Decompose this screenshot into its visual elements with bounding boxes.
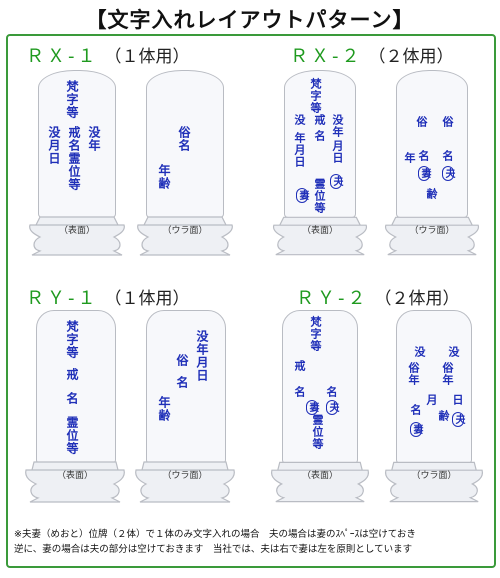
rx2-back-col1b: 名 bbox=[441, 150, 454, 162]
ry1-back-face-label: （ウラ面） bbox=[162, 471, 208, 481]
ry1-back-col2: 俗名 bbox=[175, 354, 189, 398]
rx2-back-wife-mark: 妻 bbox=[418, 166, 430, 181]
rx1-front-col1: 没年 bbox=[87, 126, 101, 152]
rx2-front-face-label: （表面） bbox=[301, 226, 338, 236]
ry2-front-face-label: （表面） bbox=[301, 471, 338, 481]
ry2-front-bonji: 梵字等 bbox=[309, 316, 322, 352]
ry2-back-col3: 没 bbox=[413, 346, 426, 358]
tablet-body bbox=[396, 310, 472, 464]
ry2-front-col4: 名 bbox=[325, 386, 338, 398]
pattern-ry1-code: ＲＹ-１ bbox=[26, 288, 99, 309]
rx1-back-tablet: 俗名 年齢 bbox=[146, 70, 224, 218]
rx1-front-bonji: 梵字等 bbox=[65, 80, 79, 119]
ry2-front-col3: 霊位等 bbox=[311, 414, 324, 450]
rx1-front-col2: 戒名霊位等 bbox=[67, 126, 81, 191]
pattern-ry2-label: ＲＹ-２ （２体用） bbox=[296, 284, 460, 310]
rx2-front-col2b: 名 bbox=[313, 130, 326, 142]
rx2-back-base: （ウラ面） bbox=[378, 215, 486, 257]
pattern-ry1-count: （１体用） bbox=[104, 289, 190, 309]
rx1-back-base: （ウラ面） bbox=[130, 215, 240, 257]
tablet-body bbox=[36, 310, 116, 464]
tablet-body bbox=[282, 310, 358, 464]
ry2-back-col8: 齢 bbox=[437, 410, 450, 422]
rx2-front-base: （表面） bbox=[266, 215, 374, 257]
ry1-back-col3: 年齢 bbox=[157, 396, 171, 422]
ry2-back-col4: 俗年 bbox=[407, 362, 420, 386]
ry2-back-wife-mark: 妻 bbox=[410, 422, 422, 437]
tablet-body bbox=[38, 70, 116, 218]
rx2-front-husband-mark: 夫 bbox=[330, 174, 342, 189]
ry1-front-tablet: 梵字等 戒名 霊位等 bbox=[36, 310, 116, 464]
ry2-back-base: （ウラ面） bbox=[380, 460, 488, 504]
ry1-front-col2: 霊位等 bbox=[65, 416, 79, 455]
ry2-front-tablet: 梵字等 戒 名 霊位等 名 夫 妻 bbox=[282, 310, 358, 464]
rx2-back-col2: 俗 bbox=[415, 116, 428, 128]
ry2-back-col2: 俗年 bbox=[441, 362, 454, 386]
ry2-front-col2: 名 bbox=[293, 386, 306, 398]
rx2-front-col2: 戒 bbox=[313, 114, 326, 126]
rx1-front-tablet: 梵字等 没年 戒名霊位等 没月日 bbox=[38, 70, 116, 218]
rx2-front-col1b: 月日 bbox=[331, 140, 344, 164]
pattern-rx2-code: ＲＸ-２ bbox=[290, 46, 363, 67]
ry1-front-bonji: 梵字等 bbox=[65, 320, 79, 359]
rx2-front-col4: 没 bbox=[293, 114, 306, 126]
rx1-front-base: （表面） bbox=[22, 215, 132, 257]
rx1-back-col1: 俗名 bbox=[177, 126, 191, 152]
rx2-front-col1: 没年 bbox=[331, 114, 344, 138]
rx2-front-col4b: 年月日 bbox=[293, 132, 306, 168]
footnote-line-2: 逆に、妻の場合は夫の部分は空けておきます 当社では、夫は右で妻は左を原則としてい… bbox=[14, 544, 413, 555]
ry1-front-face-label: （表面） bbox=[56, 471, 93, 481]
ry2-back-col7: 日 bbox=[451, 394, 464, 406]
pattern-rx2-count: （２体用） bbox=[368, 47, 454, 67]
rx2-back-husband-mark: 夫 bbox=[442, 166, 454, 181]
ry2-front-wife-mark: 妻 bbox=[306, 400, 318, 415]
rx2-front-bonji: 梵字等 bbox=[309, 78, 322, 114]
pattern-rx2-label: ＲＸ-２ （２体用） bbox=[290, 42, 454, 68]
pattern-ry2-count: （２体用） bbox=[374, 289, 460, 309]
tablet-body bbox=[396, 70, 468, 218]
page-title: 【文字入れレイアウトパターン】 bbox=[85, 8, 415, 32]
pattern-ry2-code: ＲＹ-２ bbox=[296, 288, 369, 309]
rx2-front-col2c: 霊位等 bbox=[313, 178, 326, 214]
ry2-back-face-label: （ウラ面） bbox=[411, 471, 457, 481]
ry2-back-husband-mark: 夫 bbox=[452, 412, 464, 427]
tablet-body bbox=[146, 310, 226, 464]
ry1-front-col1: 戒名 bbox=[65, 368, 79, 416]
rx1-front-col3: 没月日 bbox=[47, 126, 61, 165]
ry1-back-tablet: 没年月日 俗名 年齢 bbox=[146, 310, 226, 464]
ry1-front-base: （表面） bbox=[20, 460, 130, 504]
ry1-back-col1: 没年月日 bbox=[195, 330, 209, 382]
ry1-back-base: （ウラ面） bbox=[130, 460, 240, 504]
rx2-back-col2c: 名 bbox=[417, 150, 430, 162]
rx1-front-face-label: （表面） bbox=[58, 226, 95, 236]
ry2-back-col5: 名 bbox=[409, 404, 422, 416]
ry2-front-col1: 戒 bbox=[293, 360, 306, 372]
rx2-front-wife-mark: 妻 bbox=[296, 188, 308, 203]
footnote-line-1: ※夫妻（めおと）位牌（２体）で１体のみ文字入れの場合 夫の場合は妻のｽﾍﾟｰｽは… bbox=[14, 529, 416, 540]
footnote: ※夫妻（めおと）位牌（２体）で１体のみ文字入れの場合 夫の場合は妻のｽﾍﾟｰｽは… bbox=[14, 527, 486, 557]
rx2-front-tablet: 梵字等 没年 月日 戒 名 霊位等 没 年月日 夫 妻 bbox=[284, 70, 356, 218]
pattern-ry1-label: ＲＹ-１ （１体用） bbox=[26, 284, 190, 310]
ry2-back-col6: 月 bbox=[425, 394, 438, 406]
rx2-back-col2b: 年 bbox=[403, 152, 416, 164]
rx1-back-face-label: （ウラ面） bbox=[162, 226, 208, 236]
pattern-rx1-label: ＲＸ-１ （１体用） bbox=[26, 42, 190, 68]
ry2-front-base: （表面） bbox=[266, 460, 374, 504]
rx2-back-col1c: 齢 bbox=[425, 188, 438, 200]
rx2-back-tablet: 俗 名 齢 俗 年 名 夫 妻 bbox=[396, 70, 468, 218]
rx1-back-col2: 年齢 bbox=[157, 164, 171, 190]
rx2-back-col1: 俗 bbox=[441, 116, 454, 128]
pattern-rx1-code: ＲＸ-１ bbox=[26, 46, 99, 67]
ry2-back-col1: 没 bbox=[447, 346, 460, 358]
pattern-rx1-count: （１体用） bbox=[104, 47, 190, 67]
ry2-front-husband-mark: 夫 bbox=[326, 400, 338, 415]
rx2-back-face-label: （ウラ面） bbox=[409, 226, 455, 236]
ry2-back-tablet: 没 俗年 没 俗年 名 月 日 齢 夫 妻 bbox=[396, 310, 472, 464]
